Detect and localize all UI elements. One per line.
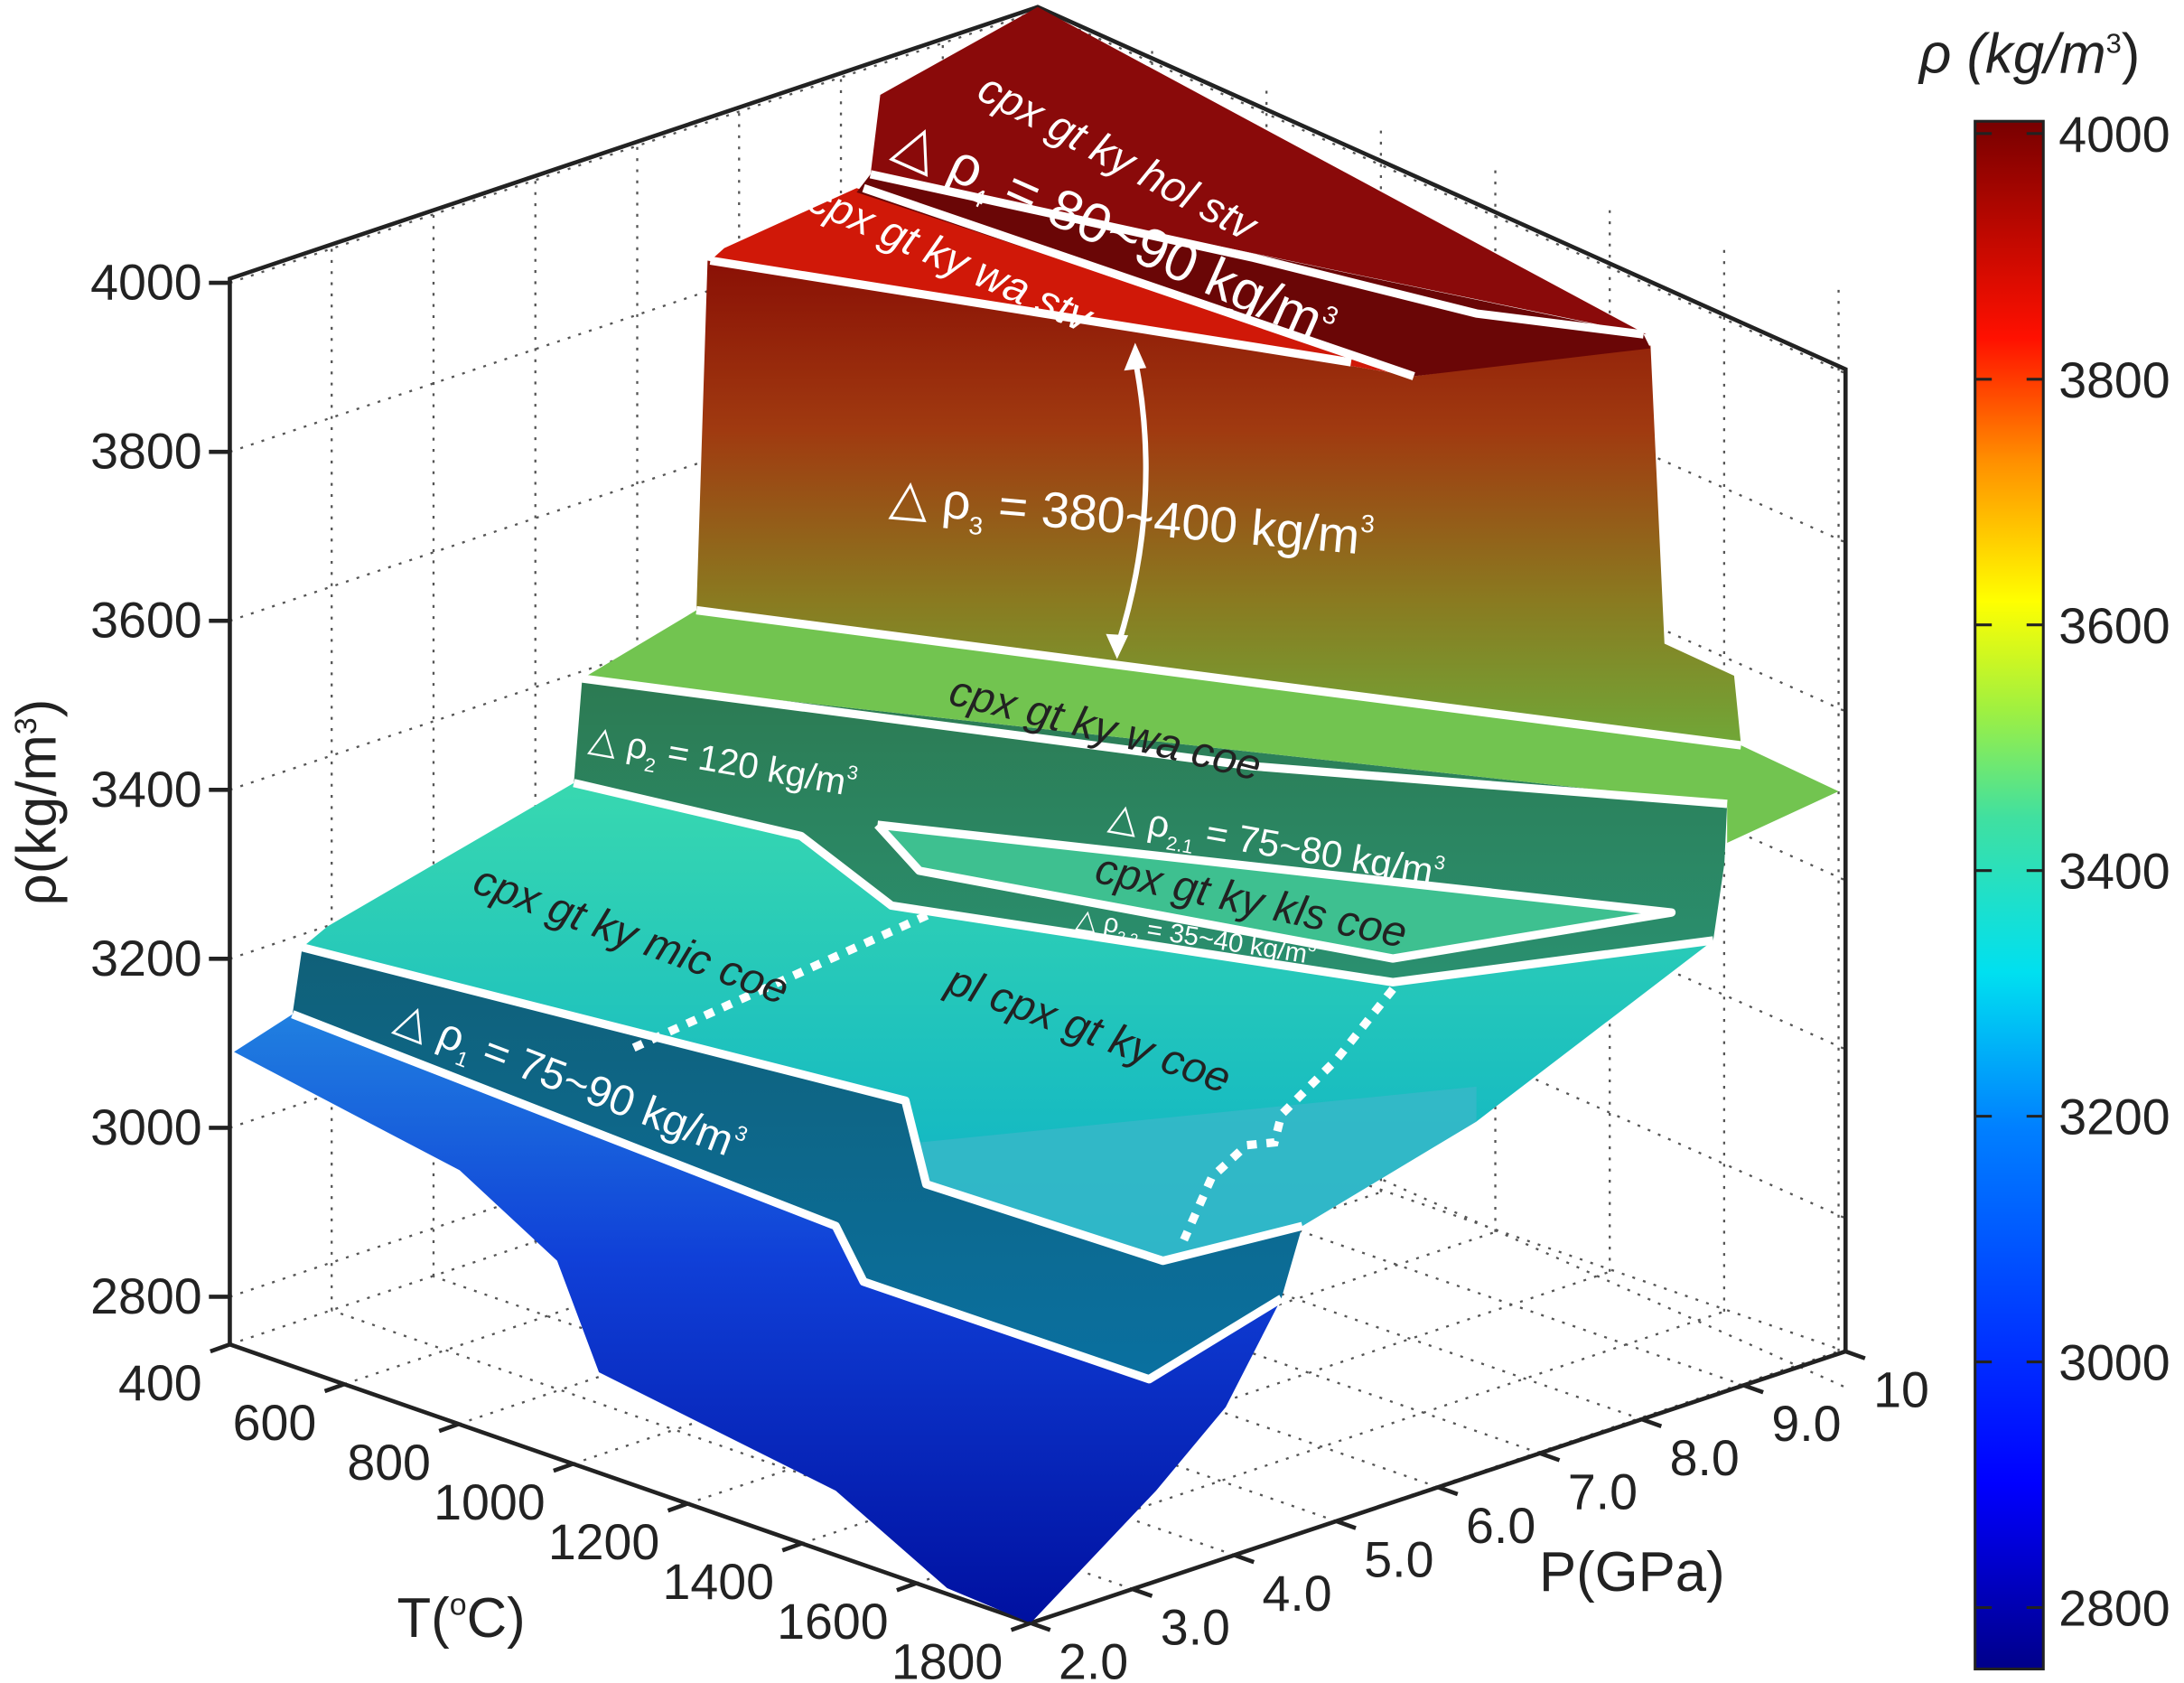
surface-plane-wa-coe (582, 610, 1839, 844)
gridline (1044, 1071, 1846, 1352)
colorbar-title: ρ (kg/m3) (1918, 23, 2140, 85)
gridline (331, 1309, 1134, 1591)
t-tick-label: 1800 (891, 1633, 1003, 1683)
arrow-head-up (1124, 342, 1147, 371)
surface-bottom-blue (234, 1014, 1282, 1623)
p-tick-mark (1233, 1553, 1255, 1565)
p-tick-mark (1844, 1349, 1866, 1360)
colorbar-tick-label: 4000 (2058, 107, 2170, 163)
surface-plane-kls-coe (877, 824, 1672, 959)
boundary-line (573, 779, 1714, 986)
colorbar-tick-label: 3800 (2058, 352, 2170, 408)
boundary-line (695, 605, 1742, 750)
z-tick-label: 3200 (90, 930, 201, 986)
p-tick-label: 10 (1873, 1362, 1929, 1418)
colorbar-tick-label: 3600 (2058, 598, 2170, 654)
p-tick-label: 9.0 (1771, 1396, 1841, 1452)
p-tick-mark (1132, 1586, 1153, 1598)
boundary-line (874, 820, 1676, 963)
t-tick-label: 600 (233, 1395, 317, 1451)
t-tick-mark (667, 1501, 688, 1513)
colorbar-tick-label: 3200 (2058, 1089, 2170, 1145)
gridline (1037, 10, 1846, 375)
p-tick-label: 7.0 (1568, 1463, 1638, 1519)
t-tick-mark (210, 1342, 231, 1354)
p-tick-label: 8.0 (1670, 1430, 1740, 1486)
surface-step-cyan (919, 1086, 1477, 1261)
colorbar-tick-label: 3000 (2058, 1335, 2170, 1391)
t-tick-mark (553, 1462, 574, 1473)
p-axis-label: P(GPa) (1539, 1541, 1725, 1604)
t-tick-mark (438, 1422, 460, 1434)
gridline (916, 1310, 1725, 1585)
axis-ticks: 4000 3800 3600 3400 3200 3000 2800 400 600 800100… (90, 255, 1929, 1683)
surface-wall-drho3 (696, 260, 1741, 746)
z-tick-label: 3000 (90, 1099, 201, 1155)
t-tick-mark (1010, 1621, 1031, 1632)
surface-plane-wa-stv (710, 188, 1414, 377)
surface-band-drho4 (856, 173, 1651, 377)
p-tick-mark (1437, 1485, 1459, 1497)
boundary-line (301, 943, 1303, 1266)
surface (234, 6, 1839, 1623)
dashed-boundary (631, 908, 936, 1052)
t-axis-label: T(oC) (397, 1587, 525, 1650)
z-tick-label: 2800 (90, 1268, 201, 1324)
z-tick-label: 3600 (90, 593, 201, 649)
p-tick-label: 6.0 (1466, 1498, 1535, 1554)
surface-band-drho1 (292, 947, 1302, 1379)
double-arrow (1115, 359, 1149, 645)
arrow-head-down (1106, 633, 1129, 659)
z-tick-label: 3800 (90, 424, 201, 480)
dashed-boundary (1180, 986, 1396, 1242)
boundary-line (709, 256, 1352, 367)
colorbar-tick-label: 3400 (2058, 844, 2170, 900)
gridline (229, 348, 1039, 622)
gridline (229, 10, 1039, 285)
t-tick-mark (896, 1581, 918, 1593)
p-tick-mark (1335, 1519, 1357, 1530)
t-tick-label: 1200 (548, 1514, 659, 1570)
boundary-line (291, 1010, 1284, 1384)
z-tick-label: 4000 (90, 255, 201, 311)
t-tick-mark (781, 1541, 803, 1553)
gridline (229, 179, 1039, 453)
t-tick-label: 1600 (777, 1594, 888, 1650)
p-tick-label: 4.0 (1263, 1566, 1332, 1622)
t-tick-label: 400 (118, 1355, 202, 1411)
colorbar-tick-label: 2800 (2058, 1581, 2170, 1637)
boundary-line (869, 170, 1645, 339)
t-tick-label: 1400 (662, 1554, 773, 1610)
p-tick-mark (1742, 1383, 1764, 1395)
t-tick-label: 800 (347, 1435, 431, 1491)
p-tick-label: 5.0 (1364, 1532, 1433, 1588)
p-tick-mark (1539, 1451, 1561, 1463)
colorbar-gradient (1974, 119, 2045, 1671)
boundary-line (862, 183, 1415, 380)
t-tick-label: 1000 (434, 1474, 545, 1530)
p-tick-mark (1640, 1417, 1663, 1428)
p-tick-mark (1030, 1621, 1051, 1632)
p-tick-label: 3.0 (1161, 1600, 1230, 1656)
boundary-line (581, 674, 1728, 809)
surface-plane-hol-stv (870, 6, 1647, 335)
p-tick-label: 2.0 (1059, 1633, 1128, 1683)
t-tick-mark (323, 1382, 345, 1394)
gridline (942, 1105, 1744, 1387)
z-tick-label: 3400 (90, 762, 201, 818)
z-axis-label: ρ(kg/m3) (6, 699, 69, 906)
colorbar: ρ (kg/m3) 4000 3800 3600 3400 3200 3000 2800 (1918, 23, 2170, 1671)
